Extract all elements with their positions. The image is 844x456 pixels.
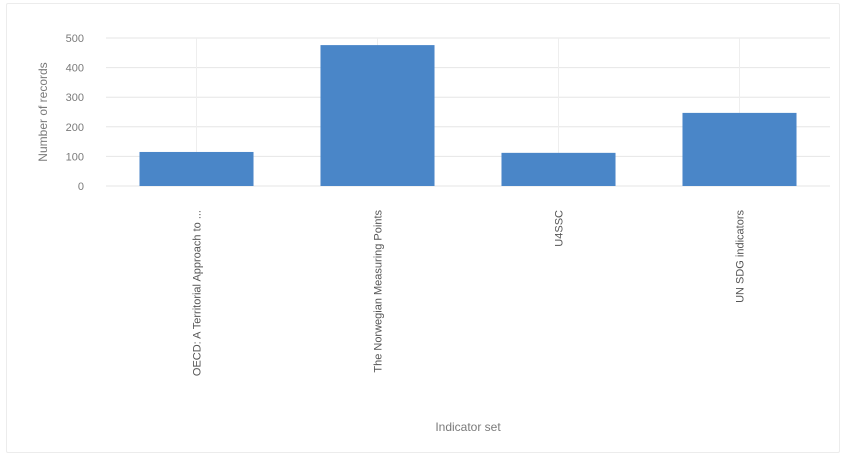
bar[interactable] — [139, 151, 254, 186]
bars — [139, 45, 797, 186]
y-tick-label: 0 — [78, 181, 84, 193]
x-tick-label: OECD: A Territorial Approach to ... — [192, 210, 204, 376]
y-tick-label: 500 — [66, 33, 84, 45]
bar[interactable] — [320, 45, 435, 186]
y-tick-label: 400 — [66, 63, 84, 75]
x-tick-label: U4SSC — [554, 210, 566, 247]
bar[interactable] — [501, 152, 616, 186]
y-axis-title: Number of records — [36, 62, 50, 161]
y-tick-label: 100 — [66, 151, 84, 163]
x-axis-category-labels: OECD: A Territorial Approach to ... The N… — [192, 210, 747, 377]
x-tick-label: The Norwegian Measuring Points — [373, 210, 385, 373]
x-axis-title: Indicator set — [435, 420, 501, 434]
bar[interactable] — [682, 112, 797, 186]
y-tick-label: 200 — [66, 122, 84, 134]
y-axis-ticks: 0 100 200 300 400 500 — [66, 33, 84, 193]
y-tick-label: 300 — [66, 92, 84, 104]
x-tick-label: UN SDG indicators — [735, 210, 747, 303]
